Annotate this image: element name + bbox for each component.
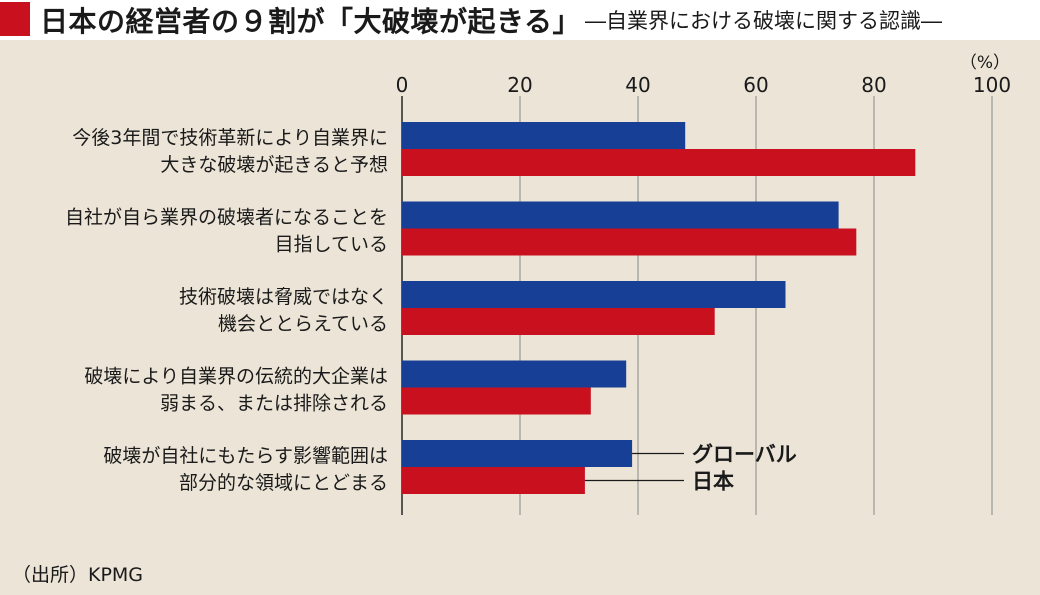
bar [402,360,627,388]
bar-chart: （%） 0 20 40 60 80 100 今後3年間で技術革新により自業界に大きな破壊が起き… [65,53,1011,515]
category-label: 破壊が自社にもたらす影響範囲は [103,445,388,467]
bar [402,201,839,229]
tick-label: 0 [396,73,409,97]
tick-label: 20 [507,73,532,97]
tick-label: 40 [625,73,650,97]
legend-label: 日本 [692,470,734,494]
category-label: 目指している [275,234,388,256]
bar [402,387,591,415]
legend-label: グローバル [692,443,797,467]
category-label: 技術破壊は脅威ではなく [179,286,388,308]
bar [402,228,857,256]
chart-title: 日本の経営者の９割が「大破壊が起きる」 [40,5,581,38]
category-label: 機会ととらえている [218,313,388,335]
bar [402,149,916,176]
bar [402,281,786,308]
category-label: 部分的な領域にとどまる [179,472,388,494]
title-row: 日本の経営者の９割が「大破壊が起きる」 ―自業界における破壊に関する認識― [40,0,942,40]
category-label: 破壊により自業界の伝統的大企業は [84,366,388,388]
bar [402,122,686,149]
tick-label: 100 [973,73,1011,97]
source-note: （出所）KPMG [12,564,144,586]
category-label: 弱まる、または排除される [160,393,388,415]
header-bar: 日本の経営者の９割が「大破壊が起きる」 ―自業界における破壊に関する認識― [0,0,1040,40]
category-label: 自社が自ら業界の破壊者になることを [65,207,388,229]
category-label: 大きな破壊が起きると予想 [160,154,388,176]
bar [402,440,633,467]
bar [402,308,715,335]
tick-label: 60 [743,73,768,97]
unit-label: （%） [960,53,1010,73]
chart-subtitle: ―自業界における破壊に関する認識― [584,9,942,33]
category-label: 今後3年間で技術革新により自業界に [72,127,388,149]
tick-label: 80 [861,73,886,97]
title-marker [0,2,30,36]
bar [402,467,585,494]
